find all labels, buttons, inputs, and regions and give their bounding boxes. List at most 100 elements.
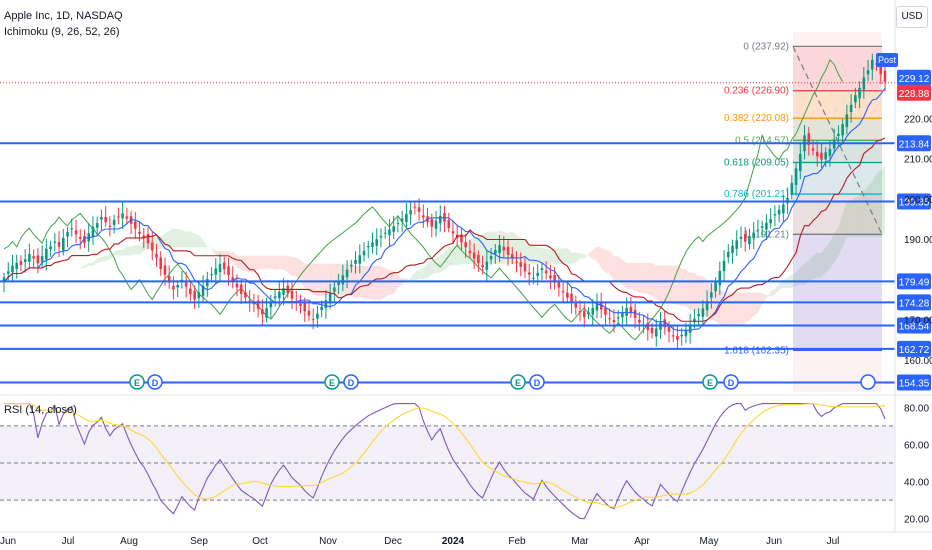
candle-body [434, 220, 438, 229]
candle-body [358, 255, 362, 264]
candle-body [142, 235, 146, 238]
dividend-marker[interactable]: D [723, 374, 739, 390]
currency-button[interactable]: USD [896, 6, 928, 28]
candle-body [210, 274, 213, 276]
candle-body [510, 254, 514, 259]
time-tick-label: Jul [827, 536, 840, 547]
candle-body [409, 210, 412, 215]
candle-body [506, 246, 510, 255]
dividend-marker[interactable]: D [147, 374, 163, 390]
candle-body [549, 275, 552, 279]
candle-body [70, 228, 74, 230]
level-badge-text: 168.54 [899, 321, 930, 332]
ichimoku-cloud-segment [347, 263, 352, 295]
event-marker-circle [324, 374, 340, 390]
time-tick-label: Jun [766, 536, 782, 547]
event-marker-circle [510, 374, 526, 390]
candle-body [693, 318, 696, 323]
ichimoku-cloud-segment [707, 279, 712, 320]
main-price-pane[interactable]: 0 (237.92) 0.236 (226.90) 0.382 (220.08) 0.… [0, 32, 895, 392]
candle-body [726, 252, 730, 258]
fib-level-label: 1.618 (162.35) [724, 345, 789, 356]
ichimoku-cloud-segment [80, 265, 85, 268]
ichimoku-cloud-segment [673, 265, 678, 305]
ichimoku-cloud-segment [122, 246, 127, 256]
candle-body [74, 230, 78, 235]
ichimoku-cloud-segment [253, 255, 259, 272]
candle-body [62, 237, 65, 251]
candle-body [472, 252, 476, 259]
level-badge-text: 199.35 [899, 198, 930, 209]
ichimoku-cloud-segment [580, 253, 585, 259]
candle-body [19, 261, 23, 265]
ichimoku-cloud-segment [749, 292, 754, 321]
ichimoku-cloud-segment [266, 255, 271, 269]
earnings-marker[interactable]: E [702, 374, 718, 390]
candle-body [273, 296, 277, 299]
ichimoku-cloud-segment [626, 262, 631, 290]
candle-body [333, 287, 336, 292]
fib-zone [793, 162, 882, 195]
ichimoku-cloud-segment [851, 197, 856, 238]
candle-body [112, 219, 116, 226]
candle-body [485, 261, 489, 270]
earnings-marker[interactable]: E [510, 374, 526, 390]
ichimoku-cloud-segment [563, 248, 568, 264]
fib-zone [793, 90, 882, 119]
time-tick-label: Oct [252, 536, 268, 547]
ichimoku-cloud-segment [613, 255, 619, 282]
level-badge-text: 213.84 [899, 139, 930, 150]
event-marker-circle [529, 374, 545, 390]
candle-body [235, 283, 239, 288]
ichimoku-cloud-segment [186, 231, 191, 248]
candle-body [231, 277, 235, 281]
candle-body [667, 326, 671, 332]
candle-body [866, 70, 870, 75]
candle-body [125, 216, 129, 219]
ichimoku-cloud-segment [232, 251, 237, 268]
candle-body [248, 300, 251, 302]
level-badge [897, 193, 931, 210]
candle-body [748, 235, 751, 245]
candle-body [743, 233, 747, 242]
earnings-marker[interactable]: E [129, 374, 145, 390]
ichimoku-cloud-segment [770, 288, 775, 297]
ichimoku-cloud-segment [592, 246, 597, 262]
ichimoku-cloud-segment [876, 170, 881, 238]
dividend-marker[interactable]: D [529, 374, 545, 390]
ichimoku-cloud-segment [541, 248, 547, 264]
event-marker-letter: D [152, 378, 159, 388]
candle-body [837, 133, 840, 136]
level-badge-text: 174.28 [899, 298, 930, 309]
ichimoku-cloud-segment [275, 255, 280, 270]
ichimoku-cloud-segment [410, 272, 415, 282]
rsi-pane[interactable] [0, 403, 895, 520]
price-tick-label: 170.00 [904, 316, 932, 327]
candle-body [536, 272, 539, 276]
candle-body [718, 270, 722, 286]
candle-body [396, 223, 400, 225]
ichimoku-cloud-segment [423, 263, 428, 279]
rsi-ma-line [4, 403, 886, 508]
price-tick-label: 220.00 [904, 114, 932, 125]
ichimoku-cloud-segment [389, 270, 394, 295]
ichimoku-cloud-segment [609, 250, 614, 281]
dividend-marker[interactable]: D [343, 374, 359, 390]
ichimoku-cloud-segment [643, 262, 648, 295]
candle-body [582, 310, 586, 318]
level-badge [897, 135, 931, 152]
earnings-marker[interactable]: E [324, 374, 340, 390]
candle-body [777, 209, 781, 215]
price-tick-label: 200.00 [904, 195, 932, 206]
candle-body [532, 277, 535, 279]
ichimoku-cloud-segment [194, 233, 199, 248]
event-marker-letter: D [728, 378, 735, 388]
ichimoku-cloud-segment [105, 254, 110, 261]
candle-body [328, 293, 332, 304]
ichimoku-cloud-segment [325, 263, 331, 296]
ichimoku-cloud-segment [338, 263, 343, 296]
candle-body [78, 236, 82, 239]
candle-body [731, 245, 734, 253]
candle-body [765, 222, 768, 230]
